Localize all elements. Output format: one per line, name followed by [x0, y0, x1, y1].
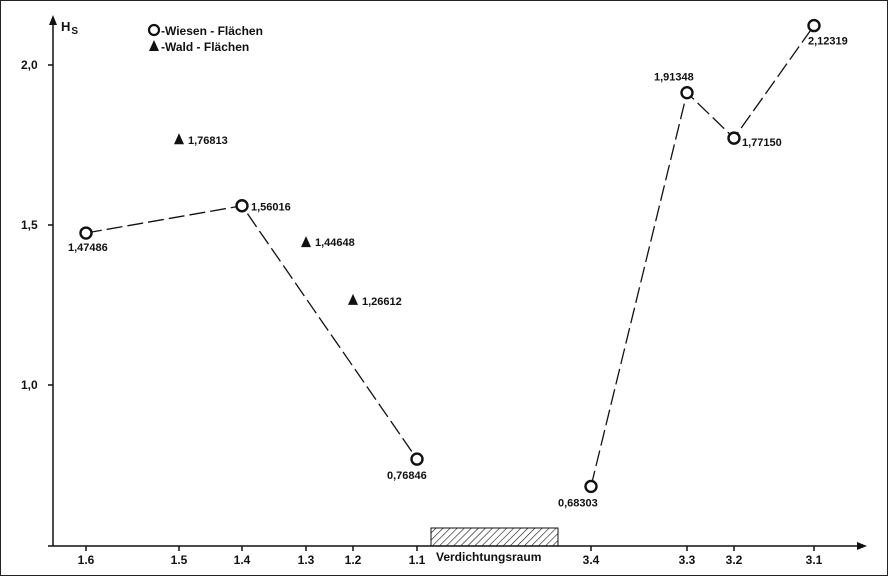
data-label: 0,68303 — [558, 497, 598, 509]
triangle-marker — [348, 293, 358, 305]
x-ticks: 1.6 1.5 1.4 1.3 1.2 1.1 3.4 3.3 3.2 3.1 — [78, 546, 823, 567]
series-marks: 1,47486 1,56016 0,76846 0,68303 1,91348 1,771… — [68, 18, 848, 509]
legend: -Wiesen - Flächen -Wald - Flächen — [147, 23, 263, 54]
legend-label-wald: -Wald - Flächen — [161, 40, 249, 54]
data-label: 1,47486 — [68, 242, 108, 254]
band: Verdichtungsraum — [430, 527, 559, 564]
y-axis-label: HS — [61, 19, 78, 37]
series-line — [590, 25, 815, 487]
data-label: 1,26612 — [362, 296, 402, 308]
x-tick-label: 1.2 — [345, 553, 362, 567]
circle-marker — [680, 85, 694, 100]
y-ticks: 1,0 1,5 2,0 — [21, 58, 53, 392]
x-tick-label: 1.5 — [171, 553, 188, 567]
y-tick-label: 1,0 — [21, 378, 38, 392]
data-label: 0,76846 — [387, 470, 427, 482]
y-tick-label: 1,5 — [21, 218, 38, 232]
x-tick-label: 1.6 — [78, 553, 95, 567]
x-tick-label: 1.3 — [298, 553, 315, 567]
data-label: 2,12319 — [808, 36, 848, 48]
x-tick-label: 3.4 — [583, 553, 600, 567]
legend-triangle-icon — [149, 40, 159, 51]
series-line — [85, 205, 418, 460]
data-label: 1,91348 — [654, 72, 694, 84]
x-tick-label: 3.3 — [679, 553, 696, 567]
y-tick-label: 2,0 — [21, 58, 38, 72]
circle-marker — [79, 226, 93, 240]
x-tick-label: 1.4 — [234, 553, 251, 567]
data-label: 1,56016 — [251, 202, 291, 214]
x-tick-label: 3.1 — [806, 553, 823, 567]
circle-marker — [235, 199, 249, 213]
legend-circle-icon — [147, 23, 161, 37]
x-axis-arrow — [857, 542, 867, 550]
data-label: 1,44648 — [315, 237, 355, 249]
circle-marker — [727, 131, 741, 145]
band-label: Verdichtungsraum — [436, 550, 541, 564]
data-label: 1,77150 — [742, 137, 782, 149]
circle-marker — [584, 479, 598, 494]
y-axis-arrow — [49, 15, 57, 25]
x-tick-label: 1.1 — [409, 553, 426, 567]
verdichtungsraum-band — [430, 527, 559, 547]
circle-marker — [410, 452, 424, 466]
triangle-marker — [301, 236, 311, 248]
data-label: 1,76813 — [188, 135, 228, 147]
x-tick-label: 3.2 — [726, 553, 743, 567]
axes: HS — [48, 15, 867, 550]
series-lines — [85, 25, 815, 487]
triangle-marker — [174, 133, 184, 145]
legend-label-wiesen: -Wiesen - Flächen — [161, 24, 263, 38]
circle-marker — [807, 18, 821, 33]
